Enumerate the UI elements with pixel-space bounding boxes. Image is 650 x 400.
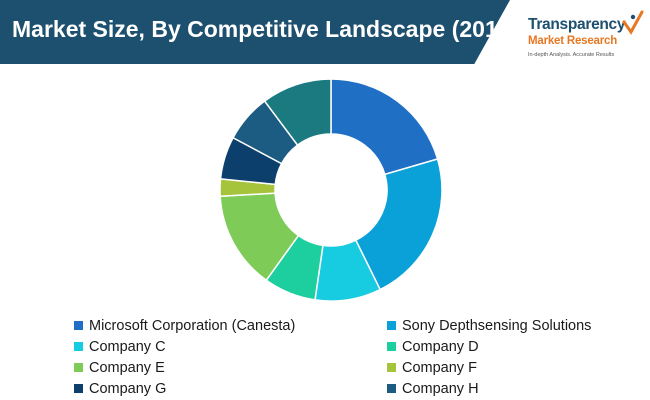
legend-label: Company D bbox=[402, 339, 479, 355]
logo-tagline: In-depth Analysis. Accurate Results bbox=[528, 52, 615, 58]
legend-label: Microsoft Corporation (Canesta) bbox=[89, 318, 296, 334]
legend-swatch bbox=[387, 321, 396, 330]
legend-label: Company C bbox=[89, 339, 166, 355]
slice-others bbox=[263, 78, 332, 147]
chart-title: Market Size, By Competitive Landscape (2… bbox=[12, 16, 519, 42]
legend-swatch bbox=[74, 363, 83, 372]
slice-microsoft-corporation-canesta bbox=[330, 78, 439, 176]
legend-swatch bbox=[74, 384, 83, 393]
legend-label: Company F bbox=[402, 360, 477, 376]
legend-swatch bbox=[387, 363, 396, 372]
legend-label: Company G bbox=[89, 381, 167, 397]
legend-label: Company E bbox=[89, 360, 165, 376]
legend-swatch bbox=[387, 384, 396, 393]
checkmark-icon bbox=[622, 10, 644, 35]
logo-text-primary: Transparency bbox=[528, 16, 626, 33]
legend-swatch bbox=[387, 342, 396, 351]
title-banner bbox=[0, 0, 510, 64]
logo-text-secondary: Market Research bbox=[528, 35, 618, 47]
slice-sony-depthsensing-solutions bbox=[354, 158, 443, 291]
legend-swatch bbox=[74, 342, 83, 351]
legend-label: Company H bbox=[402, 381, 479, 397]
legend-label: Sony Depthsensing Solutions bbox=[402, 318, 592, 334]
legend-swatch bbox=[74, 321, 83, 330]
logo: Transparency Market Research In-depth An… bbox=[524, 8, 644, 64]
